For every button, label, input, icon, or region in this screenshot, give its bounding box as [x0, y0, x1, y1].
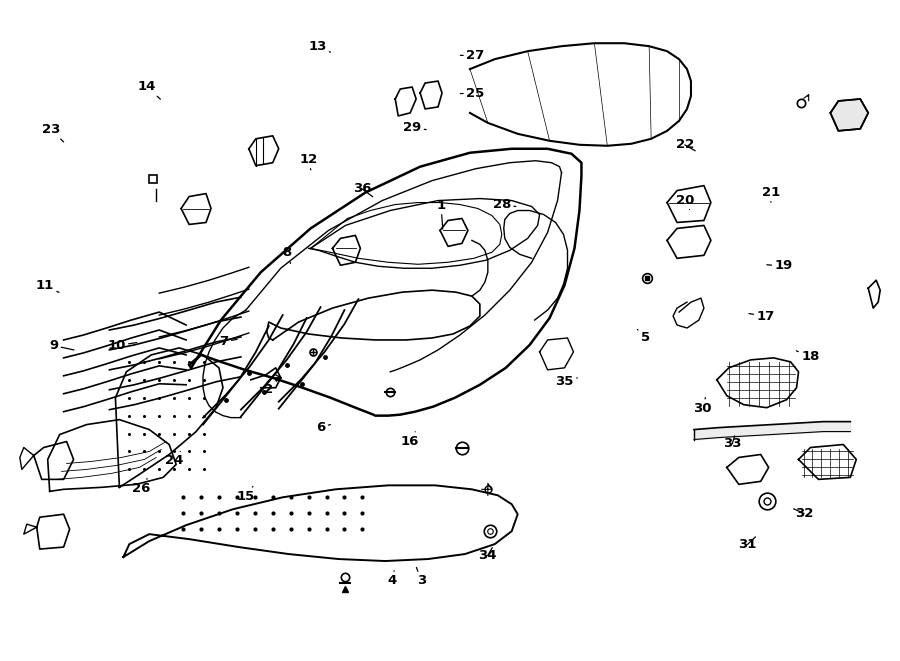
Text: 35: 35 [555, 375, 577, 389]
Text: 25: 25 [461, 87, 484, 100]
Text: 28: 28 [493, 198, 516, 211]
Text: 27: 27 [461, 49, 484, 62]
Text: 36: 36 [353, 182, 373, 197]
Text: 9: 9 [50, 339, 74, 352]
Text: 21: 21 [761, 186, 780, 202]
Text: 22: 22 [676, 138, 696, 151]
Text: 29: 29 [403, 121, 427, 134]
Text: 14: 14 [138, 81, 160, 99]
Text: 12: 12 [300, 153, 318, 170]
Text: 10: 10 [107, 339, 137, 352]
Text: 30: 30 [694, 398, 712, 414]
Text: 7: 7 [220, 335, 237, 348]
Text: 31: 31 [738, 537, 757, 551]
Polygon shape [831, 99, 868, 131]
Text: 1: 1 [436, 199, 446, 229]
Text: 20: 20 [676, 194, 694, 210]
Text: 34: 34 [479, 547, 497, 562]
Text: 15: 15 [237, 486, 255, 503]
Text: 19: 19 [767, 260, 793, 272]
Text: 3: 3 [417, 567, 426, 587]
Text: 33: 33 [723, 436, 742, 450]
Text: 17: 17 [749, 309, 775, 323]
Text: 26: 26 [131, 479, 150, 495]
Text: 6: 6 [316, 422, 330, 434]
Text: 11: 11 [36, 279, 58, 292]
Text: 18: 18 [796, 350, 820, 364]
Text: 13: 13 [308, 40, 330, 53]
Text: 16: 16 [400, 432, 418, 447]
Text: 23: 23 [42, 123, 64, 142]
Text: 4: 4 [387, 571, 396, 587]
Text: 32: 32 [794, 507, 814, 520]
Text: 8: 8 [283, 247, 292, 263]
Text: 24: 24 [165, 451, 184, 467]
Text: 5: 5 [637, 329, 650, 344]
Text: 2: 2 [265, 376, 281, 396]
